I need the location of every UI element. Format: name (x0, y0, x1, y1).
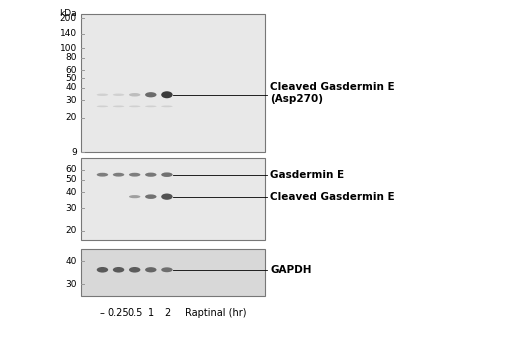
Text: 200: 200 (60, 14, 77, 23)
Ellipse shape (161, 194, 173, 200)
Ellipse shape (129, 195, 140, 198)
Ellipse shape (113, 105, 124, 107)
Ellipse shape (145, 92, 157, 97)
Ellipse shape (97, 93, 108, 96)
Ellipse shape (145, 194, 157, 199)
Ellipse shape (145, 173, 157, 177)
Text: 0.25: 0.25 (108, 308, 129, 318)
Ellipse shape (113, 93, 124, 96)
Text: kDa: kDa (59, 9, 77, 19)
Text: 80: 80 (66, 53, 77, 62)
Ellipse shape (129, 267, 140, 273)
Ellipse shape (129, 105, 140, 107)
Ellipse shape (145, 105, 157, 107)
Text: Cleaved Gasdermin E: Cleaved Gasdermin E (270, 192, 395, 202)
Text: 40: 40 (66, 257, 77, 266)
Bar (81, 248, 265, 296)
Text: 9: 9 (71, 148, 77, 157)
Text: 50: 50 (66, 175, 77, 184)
Ellipse shape (161, 173, 173, 177)
Ellipse shape (113, 267, 124, 273)
Ellipse shape (97, 105, 108, 107)
Text: 30: 30 (66, 96, 77, 105)
Text: 60: 60 (66, 165, 77, 174)
Ellipse shape (161, 267, 173, 272)
Text: 2: 2 (164, 308, 170, 318)
Bar (81, 158, 265, 240)
Ellipse shape (129, 173, 140, 177)
Text: 30: 30 (66, 204, 77, 213)
Text: Raptinal (hr): Raptinal (hr) (185, 308, 246, 318)
Text: Cleaved Gasdermin E
(Asp270): Cleaved Gasdermin E (Asp270) (270, 82, 395, 104)
Text: 1: 1 (148, 308, 154, 318)
Text: 40: 40 (66, 188, 77, 197)
Text: 40: 40 (66, 83, 77, 92)
Text: 100: 100 (60, 44, 77, 52)
Text: 30: 30 (66, 280, 77, 289)
Text: 0.5: 0.5 (127, 308, 142, 318)
Text: Gasdermin E: Gasdermin E (270, 170, 345, 180)
Bar (81, 14, 265, 152)
Ellipse shape (145, 267, 157, 272)
Text: 20: 20 (66, 226, 77, 235)
Text: 50: 50 (66, 74, 77, 83)
Text: 60: 60 (66, 66, 77, 75)
Text: 140: 140 (60, 29, 77, 38)
Ellipse shape (161, 91, 173, 98)
Ellipse shape (97, 173, 108, 177)
Ellipse shape (113, 173, 124, 177)
Text: 20: 20 (66, 113, 77, 122)
Ellipse shape (129, 93, 140, 97)
Ellipse shape (161, 105, 173, 107)
Ellipse shape (97, 267, 108, 273)
Text: –: – (100, 308, 105, 318)
Text: GAPDH: GAPDH (270, 265, 312, 275)
